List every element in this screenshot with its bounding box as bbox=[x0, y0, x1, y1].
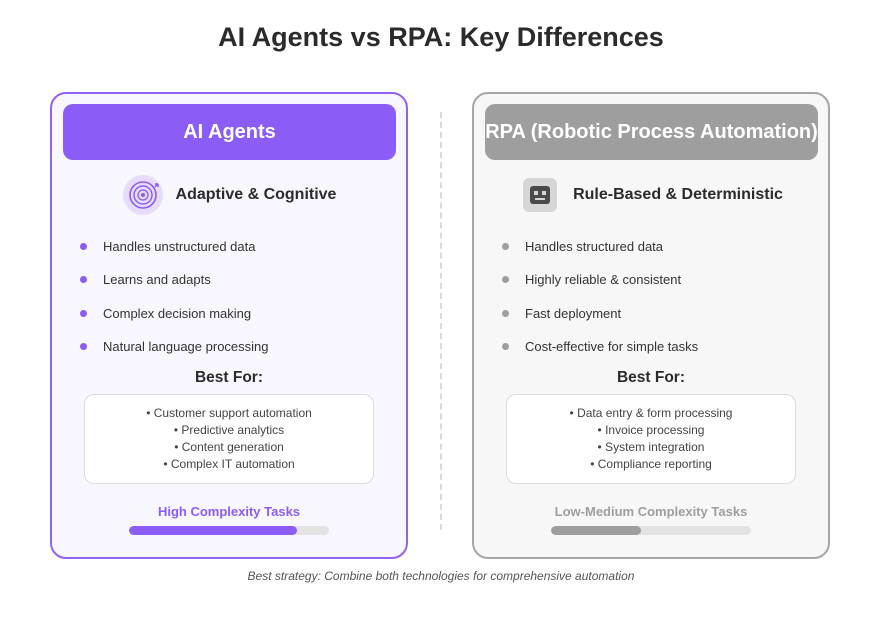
list-item: • System integration bbox=[597, 440, 705, 454]
list-item: Handles unstructured data bbox=[80, 230, 269, 263]
bullet-dot-icon bbox=[502, 343, 509, 351]
list-item: Cost-effective for simple tasks bbox=[502, 330, 698, 363]
list-item: Complex decision making bbox=[80, 297, 269, 330]
rpa-subtitle: Rule-Based & Deterministic bbox=[573, 186, 783, 203]
list-item: Highly reliable & consistent bbox=[502, 263, 698, 296]
ai-agents-card: AI Agents Adaptive & Cognitive Handles u… bbox=[50, 92, 408, 559]
bullet-dot-icon bbox=[80, 343, 87, 351]
rpa-feature-list: Handles structured data Highly reliable … bbox=[502, 230, 698, 363]
page-title: AI Agents vs RPA: Key Differences bbox=[218, 22, 664, 52]
list-item: Fast deployment bbox=[502, 297, 698, 330]
ai-agents-subtitle: Adaptive & Cognitive bbox=[175, 186, 337, 203]
robot-icon bbox=[519, 174, 561, 216]
list-item: Learns and adapts bbox=[80, 263, 269, 296]
list-item: Handles structured data bbox=[502, 230, 698, 263]
list-item: • Invoice processing bbox=[597, 423, 705, 438]
bullet-dot-icon bbox=[502, 309, 509, 317]
ai-brain-icon bbox=[122, 174, 164, 216]
bullet-dot-icon bbox=[80, 309, 87, 317]
bullet-dot-icon bbox=[80, 276, 87, 284]
list-item: Natural language processing bbox=[80, 330, 269, 363]
bullet-dot-icon bbox=[80, 243, 87, 251]
rpa-subheading: Rule-Based & Deterministic bbox=[474, 174, 828, 216]
list-item: • Customer support automation bbox=[146, 406, 312, 421]
ai-complexity-label: High Complexity Tasks bbox=[157, 504, 301, 519]
ai-complexity-bar bbox=[129, 526, 329, 535]
rpa-best-for-box: • Data entry & form processing • Invoice… bbox=[506, 394, 796, 484]
rpa-complexity-bar bbox=[551, 526, 751, 535]
footer-note: Best strategy: Combine both technologies… bbox=[247, 569, 635, 583]
divider bbox=[440, 112, 442, 530]
rpa-card: RPA (Robotic Process Automation) Rule-Ba… bbox=[472, 92, 830, 559]
rpa-header: RPA (Robotic Process Automation) bbox=[485, 104, 818, 160]
list-item: • Data entry & form processing bbox=[569, 406, 733, 421]
ai-agents-feature-list: Handles unstructured data Learns and ada… bbox=[80, 230, 269, 363]
ai-agents-header: AI Agents bbox=[63, 104, 396, 160]
ai-best-for-title: Best For: bbox=[194, 369, 264, 386]
list-item: • Compliance reporting bbox=[590, 456, 712, 471]
bullet-dot-icon bbox=[502, 276, 509, 284]
ai-agents-subheading: Adaptive & Cognitive bbox=[52, 174, 406, 216]
ai-best-for-box: • Customer support automation • Predicti… bbox=[84, 394, 374, 484]
rpa-complexity-label: Low-Medium Complexity Tasks bbox=[554, 504, 748, 519]
ai-complexity-bar-fill bbox=[129, 526, 297, 535]
list-item: • Content generation bbox=[174, 440, 284, 454]
list-item: • Predictive analytics bbox=[173, 423, 285, 438]
rpa-best-for-title: Best For: bbox=[616, 369, 686, 386]
rpa-complexity-bar-fill bbox=[551, 526, 641, 535]
list-item: • Complex IT automation bbox=[163, 456, 295, 471]
bullet-dot-icon bbox=[502, 243, 509, 251]
